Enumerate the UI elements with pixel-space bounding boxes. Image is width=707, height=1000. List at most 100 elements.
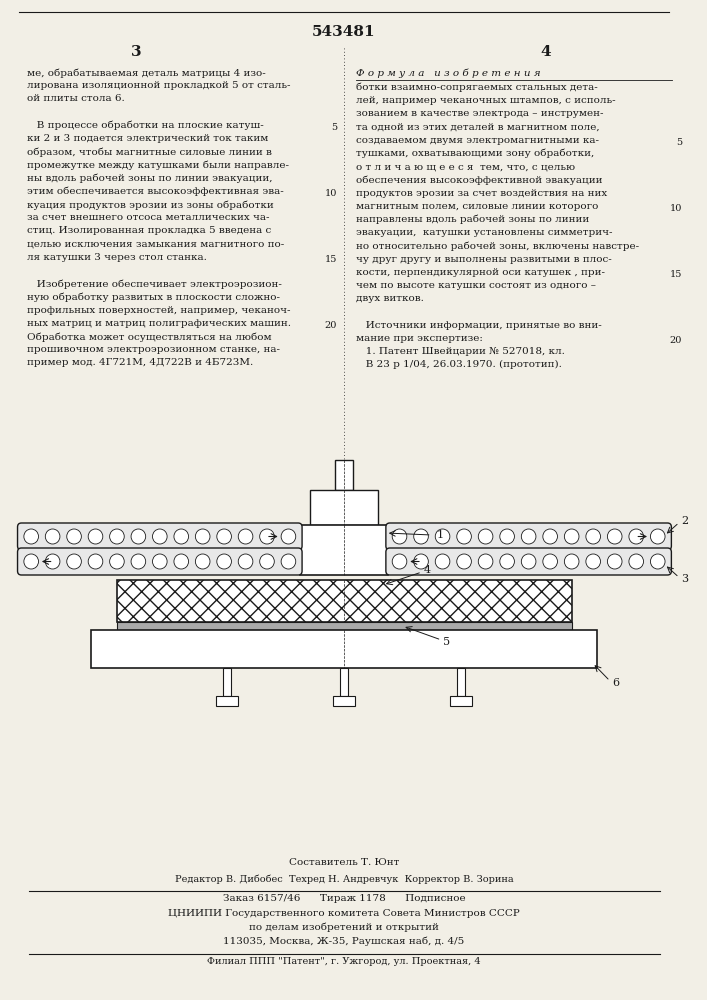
Text: прошивочном электроэрозионном станке, на-: прошивочном электроэрозионном станке, на… <box>28 345 280 354</box>
Text: чу друг другу и выполнены развитыми в плос-: чу друг другу и выполнены развитыми в пл… <box>356 255 612 264</box>
Circle shape <box>478 529 493 544</box>
Text: по делам изобретений и открытий: по делам изобретений и открытий <box>249 923 439 932</box>
Circle shape <box>607 554 622 569</box>
Text: 5: 5 <box>676 138 682 147</box>
Circle shape <box>153 554 167 569</box>
Circle shape <box>88 529 103 544</box>
Circle shape <box>66 529 81 544</box>
Text: ки 2 и 3 подается электрический ток таким: ки 2 и 3 подается электрический ток таки… <box>28 134 269 143</box>
Text: ля катушки 3 через стол станка.: ля катушки 3 через стол станка. <box>28 253 207 262</box>
Circle shape <box>457 554 472 569</box>
Circle shape <box>414 529 428 544</box>
Bar <box>117 580 572 622</box>
Text: чем по высоте катушки состоят из одного –: чем по высоте катушки состоят из одного … <box>356 281 596 290</box>
Bar <box>450 696 472 706</box>
Text: та одной из этих деталей в магнитном поле,: та одной из этих деталей в магнитном пол… <box>356 123 600 132</box>
Circle shape <box>629 529 643 544</box>
Circle shape <box>238 554 253 569</box>
Circle shape <box>131 554 146 569</box>
Text: пример мод. 4Г721М, 4Д722В и 4Б723М.: пример мод. 4Г721М, 4Д722В и 4Б723М. <box>28 358 254 367</box>
Text: 3: 3 <box>131 45 141 59</box>
Bar <box>457 668 464 696</box>
Circle shape <box>110 554 124 569</box>
Circle shape <box>436 554 450 569</box>
Circle shape <box>564 529 579 544</box>
Text: 10: 10 <box>325 189 337 198</box>
Text: 15: 15 <box>325 255 337 264</box>
Circle shape <box>457 529 472 544</box>
Text: эвакуации,  катушки установлены симметрич-: эвакуации, катушки установлены симметрич… <box>356 228 612 237</box>
Text: 5: 5 <box>331 123 337 132</box>
Circle shape <box>45 554 60 569</box>
Text: направлены вдоль рабочей зоны по линии: направлены вдоль рабочей зоны по линии <box>356 215 589 225</box>
Circle shape <box>500 554 515 569</box>
Text: стиц. Изолированная прокладка 5 введена с: стиц. Изолированная прокладка 5 введена … <box>28 226 271 235</box>
Circle shape <box>500 529 515 544</box>
Text: 6: 6 <box>612 678 619 688</box>
Circle shape <box>88 554 103 569</box>
Text: Редактор В. Дибобес  Техред Н. Андревчук  Корректор В. Зорина: Редактор В. Дибобес Техред Н. Андревчук … <box>175 874 513 884</box>
Circle shape <box>521 554 536 569</box>
Circle shape <box>543 529 557 544</box>
Text: зованием в качестве электрода – инструмен-: зованием в качестве электрода – инструме… <box>356 109 603 118</box>
Text: 4: 4 <box>424 565 431 575</box>
Text: образом, чтобы магнитные силовые линии в: образом, чтобы магнитные силовые линии в <box>28 147 272 157</box>
Text: 2: 2 <box>681 516 688 526</box>
Text: целью исключения замыкания магнитного по-: целью исключения замыкания магнитного по… <box>28 240 284 249</box>
Text: ных матриц и матриц полиграфических машин.: ных матриц и матриц полиграфических маши… <box>28 319 291 328</box>
Text: Филиал ППП "Патент", г. Ужгород, ул. Проектная, 4: Филиал ППП "Патент", г. Ужгород, ул. Про… <box>207 957 481 966</box>
Text: продуктов эрозии за счет воздействия на них: продуктов эрозии за счет воздействия на … <box>356 189 607 198</box>
Text: но относительно рабочей зоны, включены навстре-: но относительно рабочей зоны, включены н… <box>356 241 639 251</box>
Bar <box>117 622 572 630</box>
Circle shape <box>392 529 407 544</box>
Circle shape <box>238 529 253 544</box>
Text: 5: 5 <box>443 637 450 647</box>
FancyBboxPatch shape <box>18 548 302 575</box>
Circle shape <box>217 554 231 569</box>
Text: 10: 10 <box>670 204 682 213</box>
Text: Изобретение обеспечивает электроэрозион-: Изобретение обеспечивает электроэрозион- <box>28 279 282 289</box>
Text: 543481: 543481 <box>312 25 376 39</box>
Text: ой плиты стола 6.: ой плиты стола 6. <box>28 94 125 103</box>
Text: Заказ 6157/46      Тираж 1178      Подписное: Заказ 6157/46 Тираж 1178 Подписное <box>223 894 465 903</box>
FancyBboxPatch shape <box>386 523 672 550</box>
Circle shape <box>478 554 493 569</box>
Text: за счет внешнего отсоса металлических ча-: за счет внешнего отсоса металлических ча… <box>28 213 270 222</box>
Circle shape <box>259 529 274 544</box>
Circle shape <box>195 529 210 544</box>
Text: ботки взаимно-сопрягаемых стальных дета-: ботки взаимно-сопрягаемых стальных дета- <box>356 83 597 93</box>
Text: 113035, Москва, Ж-35, Раушская наб, д. 4/5: 113035, Москва, Ж-35, Раушская наб, д. 4… <box>223 937 464 946</box>
Circle shape <box>24 554 38 569</box>
Bar <box>310 490 378 525</box>
Text: 20: 20 <box>670 336 682 345</box>
Circle shape <box>543 554 557 569</box>
Text: профильных поверхностей, например, чеканоч-: профильных поверхностей, например, чекан… <box>28 306 291 315</box>
FancyBboxPatch shape <box>18 523 302 550</box>
Bar <box>90 630 597 668</box>
Text: мание при экспертизе:: мание при экспертизе: <box>356 334 483 343</box>
Text: ме, обрабатываемая деталь матрицы 4 изо-: ме, обрабатываемая деталь матрицы 4 изо- <box>28 68 266 78</box>
Circle shape <box>131 529 146 544</box>
Text: 1. Патент Швейцарии № 527018, кл.: 1. Патент Швейцарии № 527018, кл. <box>356 347 565 356</box>
Circle shape <box>45 529 60 544</box>
Circle shape <box>521 529 536 544</box>
Circle shape <box>217 529 231 544</box>
Text: промежутке между катушками были направле-: промежутке между катушками были направле… <box>28 160 289 170</box>
Text: этим обеспечивается высокоэффективная эва-: этим обеспечивается высокоэффективная эв… <box>28 187 284 196</box>
Circle shape <box>392 554 407 569</box>
Text: лирована изоляционной прокладкой 5 от сталь-: лирована изоляционной прокладкой 5 от ст… <box>28 81 291 90</box>
Text: двух витков.: двух витков. <box>356 294 423 303</box>
Text: ЦНИИПИ Государственного комитета Совета Министров СССР: ЦНИИПИ Государственного комитета Совета … <box>168 909 520 918</box>
Text: 4: 4 <box>540 45 551 59</box>
Circle shape <box>24 529 38 544</box>
Bar <box>333 696 355 706</box>
Text: ную обработку развитых в плоскости сложно-: ную обработку развитых в плоскости сложн… <box>28 292 280 302</box>
Text: 15: 15 <box>670 270 682 279</box>
Circle shape <box>110 529 124 544</box>
Text: обеспечения высокоэффективной эвакуации: обеспечения высокоэффективной эвакуации <box>356 175 602 185</box>
Text: лей, например чеканочных штампов, с исполь-: лей, например чеканочных штампов, с испо… <box>356 96 615 105</box>
Text: Составитель Т. Юнт: Составитель Т. Юнт <box>288 858 399 867</box>
Text: Ф о р м у л а   и з о б р е т е н и я: Ф о р м у л а и з о б р е т е н и я <box>356 68 540 78</box>
Circle shape <box>174 529 189 544</box>
Circle shape <box>195 554 210 569</box>
